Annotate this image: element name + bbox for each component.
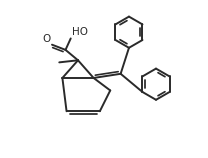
Text: HO: HO [72, 27, 88, 37]
Text: O: O [43, 34, 51, 44]
